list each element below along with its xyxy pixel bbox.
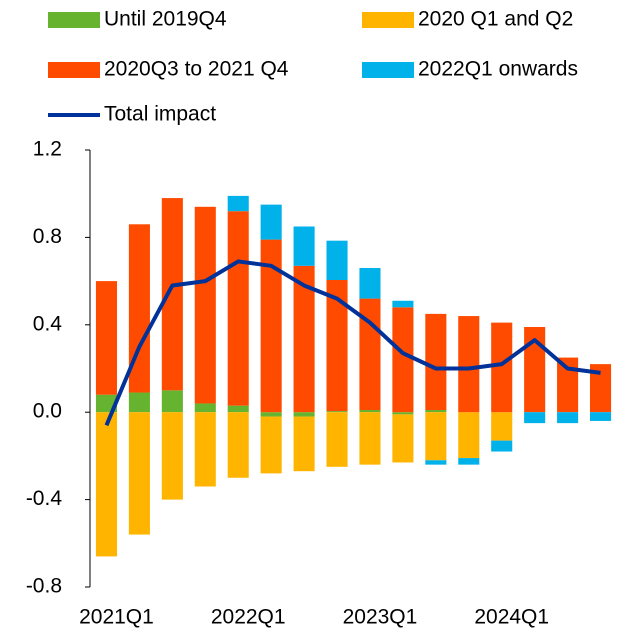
bar [194, 206, 216, 404]
y-tick-label: 1.2 [33, 138, 62, 161]
legend-swatch [362, 62, 414, 78]
bar [326, 280, 348, 412]
bar [260, 412, 282, 417]
bar [589, 364, 612, 413]
bar [524, 412, 546, 424]
bar [326, 240, 348, 281]
bar [128, 392, 150, 413]
bar [260, 416, 282, 474]
bar [227, 412, 249, 478]
bar [425, 412, 447, 461]
bar [293, 416, 315, 472]
legend-label: 2020Q3 to 2021 Q4 [104, 58, 289, 81]
y-tick-label: 0.8 [33, 225, 62, 248]
bar [95, 412, 118, 557]
bar [458, 458, 480, 465]
y-tick-label: -0.8 [26, 575, 62, 598]
bar [392, 307, 414, 413]
bar [293, 226, 315, 266]
bar [260, 204, 282, 240]
legend-label: Total impact [104, 103, 216, 126]
bar [425, 410, 447, 413]
bar [392, 412, 414, 415]
bar [128, 412, 150, 535]
x-tick-label: 2021Q1 [79, 606, 154, 629]
bar [128, 224, 150, 393]
bar [293, 412, 315, 417]
bar [359, 410, 381, 413]
bar [227, 211, 249, 406]
bar [491, 412, 513, 441]
legend-label: Until 2019Q4 [104, 8, 227, 31]
bar [425, 313, 447, 411]
y-tick-label: 0.4 [33, 312, 63, 335]
bar [227, 405, 249, 413]
legend-swatch [48, 62, 100, 78]
x-tick-label: 2023Q1 [343, 606, 418, 629]
bar [491, 322, 513, 413]
bar [194, 403, 216, 413]
bar [392, 414, 414, 463]
bar [359, 267, 381, 299]
bar [458, 412, 480, 459]
bar [425, 460, 447, 465]
bar [293, 265, 315, 413]
x-tick-label: 2024Q1 [474, 606, 549, 629]
bar [260, 239, 282, 413]
legend-swatch [362, 12, 414, 28]
bar [95, 281, 118, 395]
bar [557, 412, 579, 424]
total-line [104, 259, 601, 427]
legend-label: 2022Q1 onwards [418, 58, 578, 81]
y-tick-label: 0.0 [33, 400, 62, 423]
y-tick-label: -0.4 [26, 487, 63, 510]
bar [161, 390, 183, 413]
legend-label: 2020 Q1 and Q2 [418, 8, 573, 31]
bar [227, 195, 249, 212]
x-tick-label: 2022Q1 [211, 606, 286, 629]
legend-swatch [48, 12, 100, 28]
bar [458, 316, 480, 413]
bar [557, 357, 579, 413]
bar [589, 412, 612, 421]
bar [491, 440, 513, 452]
bar [524, 326, 546, 413]
bar [326, 411, 348, 413]
bar [194, 412, 216, 487]
bar [326, 412, 348, 467]
bar [359, 412, 381, 465]
bar [161, 198, 183, 391]
bar [161, 412, 183, 500]
bar [392, 300, 414, 308]
